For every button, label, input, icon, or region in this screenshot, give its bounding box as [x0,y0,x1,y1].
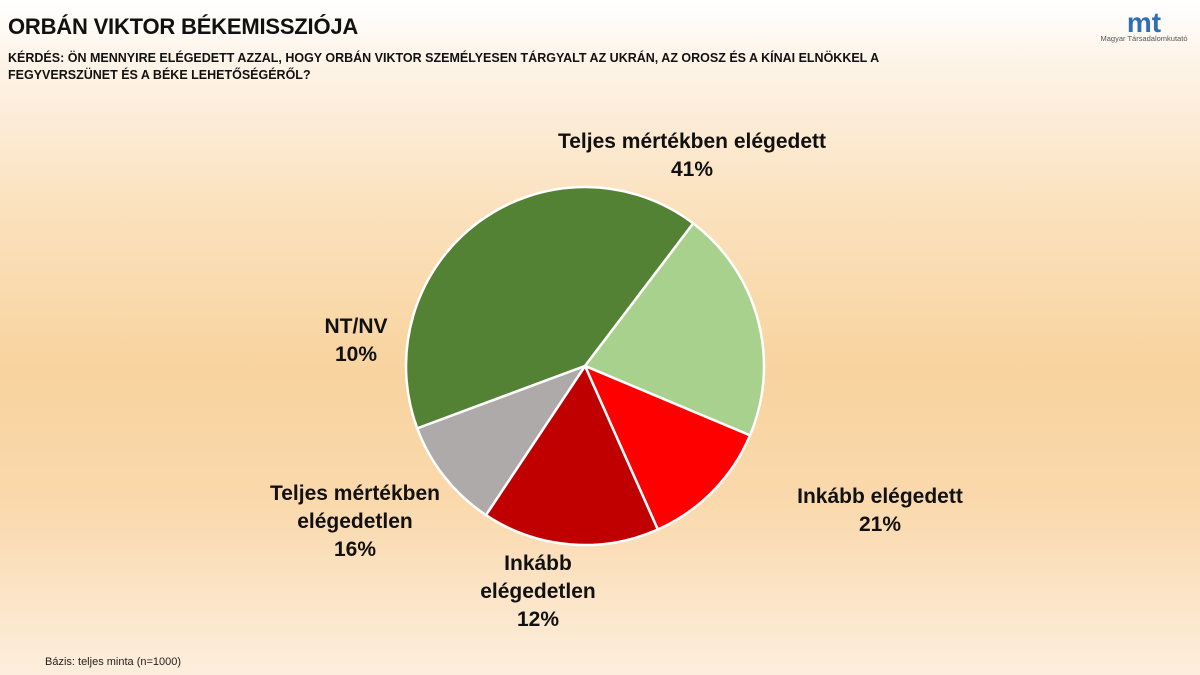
pie-slices [404,185,766,547]
slice-label-text-2: elégedetlen [480,580,596,603]
pie-labels: Teljes mértékben elégedett 41% Inkább elég… [270,130,963,631]
slice-value-0: 41% [671,158,713,181]
slice-value-4: 10% [335,343,377,366]
survey-question: KÉRDÉS: ÖN MENNYIRE ELÉGEDETT AZZAL, HOG… [8,51,879,82]
slice-label-text-0: Teljes mértékben elégedett [558,130,826,153]
slice-label-3: Teljes mértékben elégedetlen 16% [270,482,440,561]
pie-slice-2 [583,364,752,531]
page-title: ORBÁN VIKTOR BÉKEMISSZIÓJA [8,14,359,39]
footnote: Bázis: teljes minta (n=1000) [45,656,182,668]
slice-label-text-3: elégedetlen [297,510,413,533]
pie-slice-0 [404,185,695,430]
slice-value-1: 21% [859,513,901,536]
slice-value-2: 12% [517,608,559,631]
logo-mark: mt [1127,7,1161,38]
slice-label-2: Inkább elégedetlen 12% [480,552,596,631]
slice-label-0: Teljes mértékben elégedett 41% [558,130,826,181]
slice-label-text-1: Inkább elégedett [797,485,963,508]
pie-slice-4 [415,364,587,517]
slice-label-text-2: Inkább [504,552,572,575]
pie-slice-3 [484,364,660,547]
mt-logo-icon: mt [1127,7,1161,38]
logo-name: Magyar Társadalomkutató [1100,34,1188,43]
slice-label-1: Inkább elégedett 21% [797,485,963,536]
slice-label-text-4: NT/NV [325,315,388,338]
slice-value-3: 16% [334,538,376,561]
slice-label-4: NT/NV 10% [325,315,388,366]
pie-slice-1 [583,222,766,437]
slice-label-text-3: Teljes mértékben [270,482,440,505]
